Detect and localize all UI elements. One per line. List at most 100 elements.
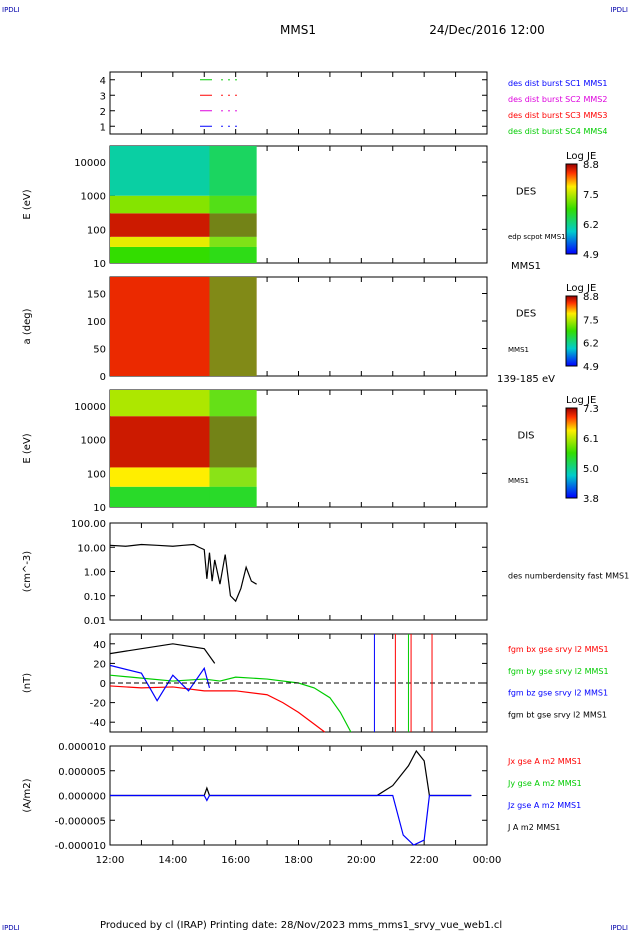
colorbar-tick-label: 7.3 [583,404,599,415]
y-tick-label: 2 [100,107,106,118]
heatmap-fade [209,146,257,263]
x-tick-label: 00:00 [473,855,502,866]
panel-side-label: 139-185 eV [497,374,555,385]
corner-label-tl: IPDLI [2,6,20,14]
plot-date: 24/Dec/2016 12:00 [429,23,545,37]
y-tick-label: 100 [87,317,106,328]
y-tick-label: 0 [100,679,106,690]
corner-label-br: IPDLI [610,924,628,932]
panel-side-label: DES [516,187,536,198]
y-tick-label: 150 [87,290,106,301]
y-axis-label: E (eV) [22,433,33,463]
footer-text: Produced by cl (IRAP) Printing date: 28/… [100,920,502,931]
y-tick-label: 50 [93,345,106,356]
status-dot [235,125,237,128]
colorbar [565,295,578,367]
y-tick-label: 10 [93,259,106,270]
y-tick-label: -0.000010 [55,841,106,852]
status-dot [228,109,230,112]
y-tick-label: 100 [87,469,106,480]
panel-side-label: MMS1 [511,261,541,272]
legend-label: fgm bt gse srvy l2 MMS1 [508,710,607,719]
y-tick-label: 0.000000 [58,792,106,803]
colorbar-title: Log JE [566,151,596,162]
legend-label: des dist burst SC2 MMS2 [508,95,607,104]
y-tick-label: -20 [90,699,106,710]
colorbar-title: Log JE [566,283,596,294]
colorbar-tick-label: 3.8 [583,494,599,505]
heatmap-band [110,236,257,247]
y-tick-label: 0 [100,372,106,383]
panel-side-label: MMS1 [508,477,529,485]
y-tick-label: 10000 [74,158,106,169]
y-axis-label: a (deg) [22,308,33,344]
y-tick-label: 20 [93,659,106,670]
y-axis-label: (cm^-3) [22,551,33,592]
legend-label: fgm bz gse srvy l2 MMS1 [508,689,608,698]
legend-label: des dist burst SC4 MMS4 [508,127,607,136]
y-tick-label: 10000 [74,402,106,413]
y-axis-label: (nT) [22,673,33,693]
colorbar-tick-label: 8.8 [583,160,599,171]
series-line [110,749,472,797]
y-tick-label: 0.000005 [58,767,106,778]
legend-label: J A m2 MMS1 [507,823,560,832]
x-tick-label: 22:00 [410,855,439,866]
corner-label-bl: IPDLI [2,924,20,932]
y-tick-label: 1.00 [84,568,106,579]
y-tick-label: 100 [87,225,106,236]
panel-side-label: MMS1 [508,346,529,354]
y-tick-label: 1000 [81,192,106,203]
y-tick-label: 0.10 [84,592,106,603]
status-dot [235,109,237,112]
y-axis-label: E (eV) [22,189,33,219]
colorbar-tick-label: 6.2 [583,220,599,231]
status-dot [235,78,237,81]
x-tick-label: 16:00 [221,855,250,866]
y-tick-label: 0.000010 [58,742,106,753]
status-dot [235,94,237,97]
colorbar-tick-label: 4.9 [583,362,599,373]
series-line [109,674,352,733]
legend-label: Jz gse A m2 MMS1 [507,801,581,810]
panel-frame [109,71,488,135]
y-tick-label: 0.01 [84,616,106,627]
status-dot [221,78,223,81]
colorbar-tick-label: 5.0 [583,464,599,475]
legend-label: des dist burst SC3 MMS3 [508,111,607,120]
series-line [109,543,257,603]
y-tick-label: 3 [100,91,106,102]
legend-label: fgm by gse srvy l2 MMS1 [508,667,609,676]
colorbar-tick-label: 7.5 [583,315,599,326]
y-tick-label: 10 [93,503,106,514]
panel-side-label: edp scpot MMS1 [508,233,566,241]
y-tick-label: 10.00 [77,543,106,554]
colorbar [565,407,578,499]
series-line [110,794,472,846]
heatmap-fade [209,277,257,376]
panel-frame [109,522,488,621]
x-tick-label: 14:00 [158,855,187,866]
y-axis-label: (A/m2) [22,778,33,812]
status-dot [221,109,223,112]
legend-label: des numberdensity fast MMS1 [508,572,629,581]
series-line [109,685,326,733]
legend-label: fgm bx gse srvy l2 MMS1 [508,645,609,654]
series-line [109,664,211,702]
colorbar-tick-label: 6.1 [583,434,599,445]
corner-label-tr: IPDLI [610,6,628,14]
colorbar-tick-label: 8.8 [583,292,599,303]
status-dot [228,94,230,97]
status-dot [221,94,223,97]
legend-label: des dist burst SC1 MMS1 [508,79,607,88]
colorbar-tick-label: 4.9 [583,250,599,261]
x-tick-label: 12:00 [96,855,125,866]
colorbar-tick-label: 6.2 [583,339,599,350]
y-tick-label: 40 [93,640,106,651]
plot-title: MMS1 [280,23,316,37]
y-tick-label: 100.00 [71,519,106,530]
x-tick-label: 18:00 [284,855,313,866]
colorbar [565,163,578,255]
status-dot [221,125,223,128]
